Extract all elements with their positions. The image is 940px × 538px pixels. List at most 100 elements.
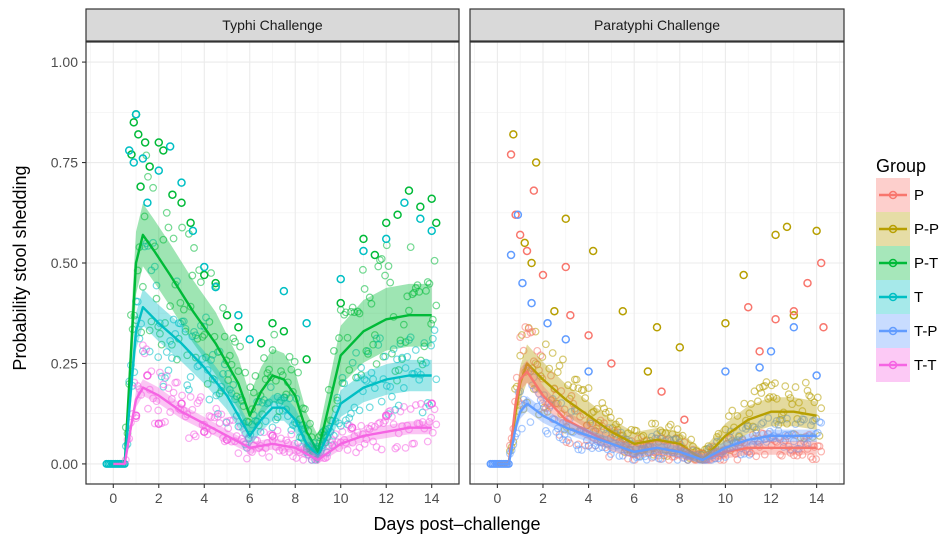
data-point [381, 218, 391, 228]
data-point [516, 333, 525, 341]
data-point [355, 443, 364, 452]
data-point [760, 450, 769, 459]
data-point [673, 455, 682, 464]
x-tick-label: 8 [291, 490, 299, 506]
data-point [152, 281, 161, 290]
data-point [512, 373, 521, 382]
data-point [167, 340, 176, 349]
data-point [755, 347, 764, 356]
data-point [186, 302, 195, 311]
x-tick-label: 2 [155, 490, 163, 506]
y-tick-label: 0.75 [51, 155, 78, 171]
data-point [588, 246, 598, 256]
data-point [369, 437, 378, 446]
data-point [277, 367, 285, 376]
data-point [816, 258, 826, 268]
data-point [251, 371, 260, 380]
data-point [353, 307, 362, 316]
data-point [260, 428, 268, 437]
data-point [279, 286, 289, 296]
legend-title: Group [876, 156, 926, 176]
data-point [355, 406, 364, 415]
data-point [588, 408, 596, 417]
data-point [331, 430, 340, 439]
confidence-band [113, 288, 432, 464]
data-point [399, 384, 408, 392]
data-point [721, 425, 730, 434]
data-point [369, 340, 378, 349]
data-point [234, 310, 243, 320]
data-point [762, 438, 771, 446]
data-point [812, 371, 821, 380]
y-tick-label: 0.25 [51, 355, 78, 371]
data-point [517, 331, 526, 339]
data-point [615, 452, 624, 460]
data-point [219, 303, 227, 312]
confidence-band [113, 203, 432, 464]
data-point [268, 319, 277, 328]
data-point [167, 354, 176, 362]
data-point [393, 210, 402, 220]
data-point [287, 430, 296, 439]
data-point [427, 319, 436, 328]
data-point [225, 351, 234, 360]
data-point [348, 358, 357, 367]
data-point [179, 305, 188, 314]
data-point [733, 412, 742, 420]
data-point [347, 425, 355, 434]
legend-label: T-P [914, 323, 937, 340]
data-point [231, 337, 239, 346]
data-point [154, 138, 164, 147]
data-point [341, 308, 350, 317]
data-point [538, 270, 548, 280]
data-point [364, 349, 372, 358]
data-point [179, 317, 188, 326]
data-point [559, 435, 567, 444]
data-point [528, 327, 537, 336]
data-point [401, 443, 410, 452]
data-point [743, 302, 753, 312]
data-point [651, 419, 660, 428]
data-point [642, 455, 651, 464]
data-point [149, 183, 157, 192]
data-point [612, 430, 620, 438]
data-point [357, 421, 366, 430]
data-point [410, 288, 418, 297]
data-point [292, 454, 301, 462]
data-point [680, 415, 689, 424]
data-point [572, 375, 581, 384]
data-point [249, 388, 258, 397]
data-point [272, 415, 280, 424]
data-point [401, 364, 410, 372]
data-point [229, 416, 238, 424]
data-point [302, 319, 311, 328]
data-point [425, 279, 434, 288]
data-point [427, 341, 436, 350]
data-point [287, 365, 296, 374]
confidence-band [113, 379, 432, 464]
data-point [188, 332, 197, 341]
data-point [817, 404, 826, 413]
data-point [377, 255, 386, 263]
data-point [764, 394, 773, 403]
data-point [191, 432, 200, 441]
data-point [673, 425, 682, 434]
smoothers [497, 344, 817, 466]
data-point [253, 436, 262, 445]
data-point [406, 333, 415, 342]
data-point [131, 110, 141, 119]
data-point [159, 146, 168, 155]
data-point [536, 351, 545, 360]
data-point [771, 379, 779, 388]
data-point [417, 356, 425, 365]
data-point [726, 427, 735, 436]
data-point [176, 298, 185, 307]
x-axis: 0 2 4 6 8 10 12 14 0 2 4 6 8 10 12 14 [109, 484, 825, 506]
facet-strip [469, 8, 845, 42]
data-point [220, 332, 229, 341]
data-point [529, 186, 539, 195]
smooth-line [497, 402, 817, 466]
data-point [143, 198, 152, 207]
data-point [352, 348, 360, 357]
legend-label: P-T [914, 255, 938, 272]
